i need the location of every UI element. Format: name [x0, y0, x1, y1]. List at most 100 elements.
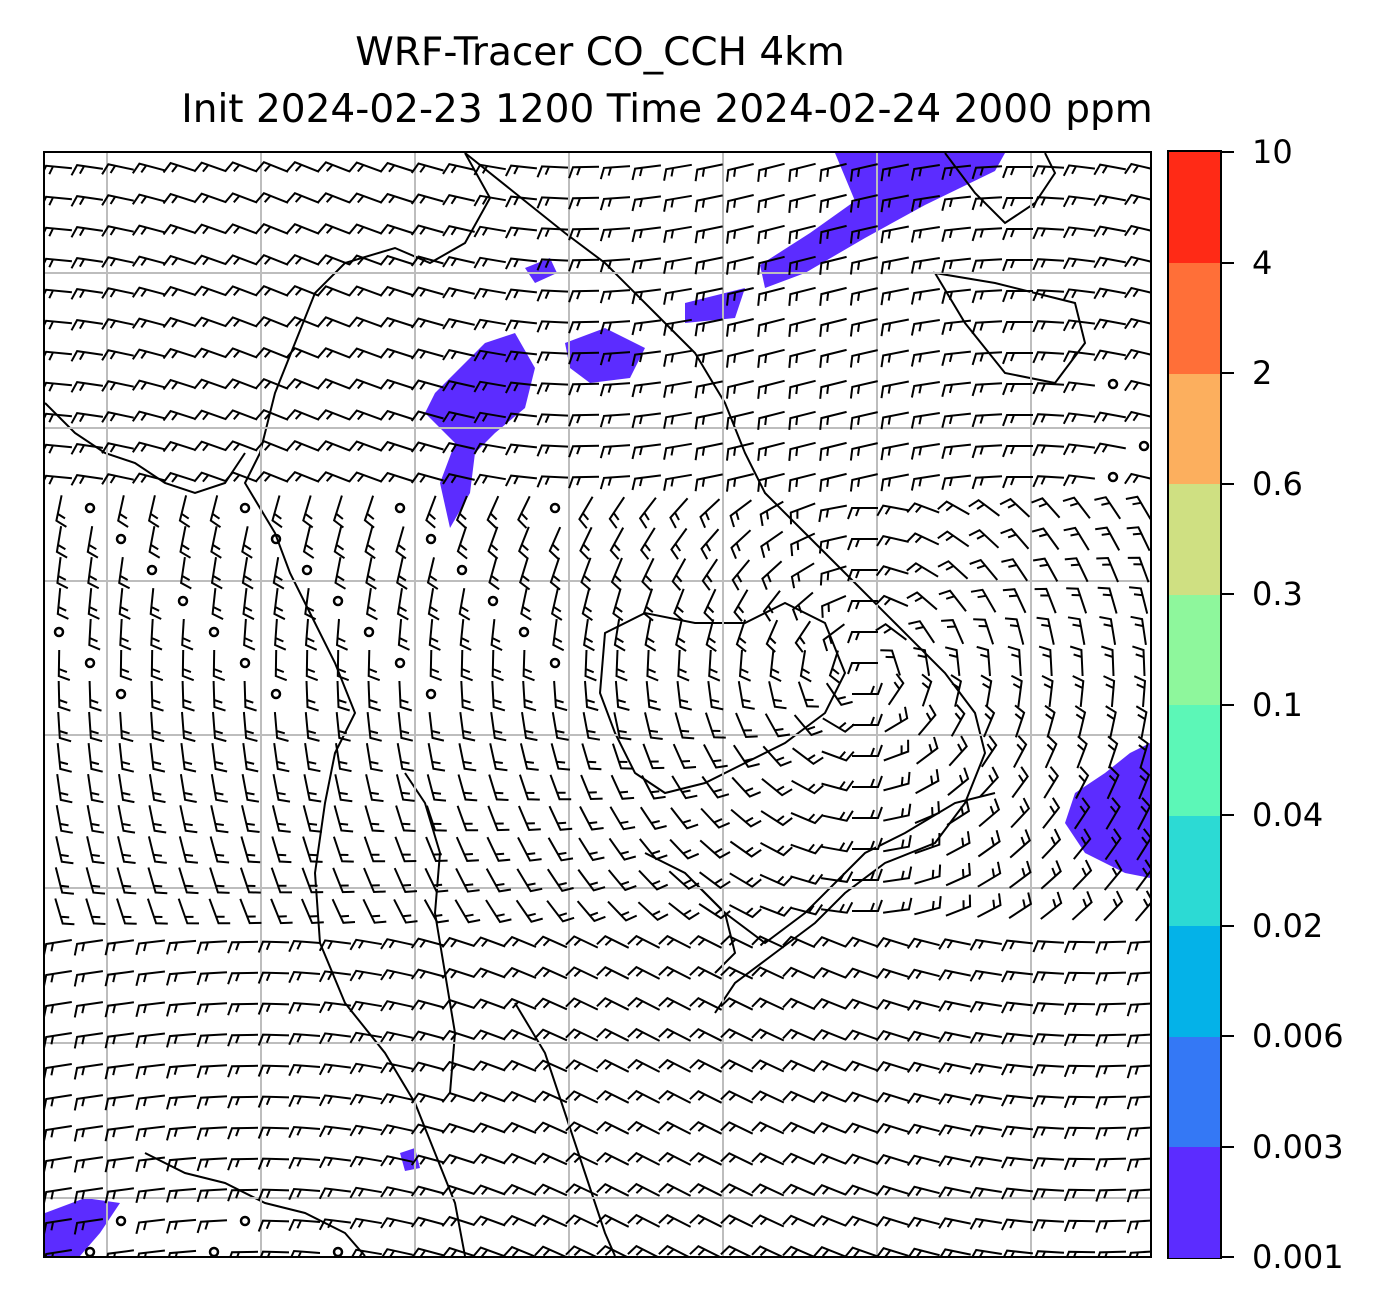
- wind-barb: [849, 318, 878, 337]
- wind-barb: [45, 939, 72, 956]
- wind-barb: [1062, 496, 1091, 519]
- wind-barb: [380, 1155, 413, 1167]
- wind-barb: [1126, 1095, 1150, 1110]
- wind-barb: [211, 742, 228, 773]
- wind-barb: [1003, 1249, 1034, 1256]
- wind-barb: [1095, 940, 1127, 954]
- wind-barb: [1011, 766, 1029, 799]
- wind-barb: [599, 258, 631, 273]
- wind-barb: [819, 565, 847, 586]
- wind-barb: [615, 649, 628, 682]
- wind-barb: [491, 680, 506, 712]
- wind-barb: [486, 495, 500, 529]
- wind-barb: [1002, 321, 1033, 334]
- wind-barb: [757, 317, 785, 337]
- wind-barb: [950, 704, 966, 737]
- wind-barb: [318, 1094, 352, 1107]
- wind-barb: [473, 256, 506, 269]
- colorbar-segment: [1169, 815, 1220, 926]
- wind-barb: [119, 618, 132, 651]
- wind-barb: [1126, 1157, 1150, 1172]
- wind-barb: [676, 680, 693, 711]
- calm-marker: [456, 564, 468, 576]
- wind-barb: [663, 194, 692, 212]
- wind-barb: [875, 1030, 909, 1042]
- wind-barb: [663, 225, 692, 243]
- wind-barb: [349, 938, 382, 951]
- wind-barb: [910, 443, 940, 460]
- wind-barb: [1000, 528, 1030, 550]
- wind-barb: [73, 1218, 104, 1235]
- wind-barb: [658, 1213, 692, 1228]
- wind-barb: [147, 867, 168, 895]
- wind-barb: [104, 1063, 135, 1080]
- wind-barb: [969, 1186, 1002, 1199]
- wind-barb: [193, 378, 227, 390]
- wind-barb: [849, 163, 878, 182]
- wind-barb: [670, 527, 688, 560]
- calm-marker: [239, 1215, 251, 1227]
- wind-barb: [1095, 1157, 1127, 1171]
- wind-barb: [427, 588, 440, 621]
- wind-barb: [209, 836, 230, 864]
- wind-barb: [379, 347, 413, 359]
- wind-barb: [505, 288, 538, 301]
- wind-barb: [117, 805, 136, 834]
- wind-barb: [875, 968, 909, 980]
- wind-barb: [980, 735, 998, 768]
- wind-barb: [379, 316, 413, 328]
- wind-barb: [844, 967, 878, 979]
- wind-barb: [410, 1123, 444, 1135]
- wind-barb: [1135, 859, 1150, 891]
- wind-barb: [782, 966, 816, 980]
- wind-barb: [788, 317, 816, 337]
- wind-barb: [117, 495, 129, 528]
- wind-barb: [581, 588, 593, 622]
- wind-barb: [1126, 940, 1150, 955]
- wind-barb: [150, 711, 165, 743]
- wind-barb: [1124, 348, 1150, 361]
- wind-barb: [906, 1154, 940, 1166]
- wind-barb: [1062, 288, 1096, 301]
- wind-barb: [844, 1153, 878, 1165]
- wind-barb: [178, 836, 198, 864]
- wind-barb: [613, 619, 626, 652]
- wind-barb: [565, 935, 599, 949]
- wind-barb: [57, 680, 71, 712]
- wind-barb: [700, 807, 730, 829]
- wind-barb: [1095, 1188, 1127, 1202]
- wind-barb: [147, 836, 167, 864]
- wind-barb: [485, 868, 512, 893]
- wind-barb: [162, 285, 196, 298]
- wind-barb: [847, 538, 878, 551]
- wind-barb: [534, 1183, 568, 1197]
- wind-barb: [255, 378, 289, 390]
- wind-barb: [822, 623, 845, 652]
- wind-barb: [627, 1058, 661, 1073]
- wind-barb: [703, 744, 728, 769]
- wind-barb: [639, 838, 668, 861]
- wind-barb: [348, 347, 382, 359]
- wind-barb: [568, 227, 600, 241]
- wind-barb: [119, 711, 134, 743]
- wind-barb: [694, 473, 723, 492]
- wind-barb: [1134, 890, 1150, 922]
- wind-barb: [1032, 475, 1065, 488]
- wind-barb: [596, 1058, 630, 1073]
- wind-barb: [288, 1218, 321, 1232]
- wind-barb: [1095, 971, 1127, 985]
- wind-barb: [941, 350, 972, 367]
- wind-barb: [627, 1244, 659, 1256]
- wind-barb: [1032, 413, 1065, 426]
- wind-barb: [410, 410, 444, 422]
- wind-barb: [179, 526, 192, 559]
- wind-barb: [300, 898, 324, 925]
- wind-barb: [517, 495, 531, 529]
- wind-barb: [1063, 1126, 1096, 1140]
- wind-barb: [70, 381, 104, 393]
- wind-barb: [631, 381, 662, 398]
- wind-barb: [906, 1030, 940, 1042]
- wind-barb: [1032, 971, 1065, 984]
- wind-barb: [757, 472, 785, 492]
- wind-barb: [880, 349, 909, 368]
